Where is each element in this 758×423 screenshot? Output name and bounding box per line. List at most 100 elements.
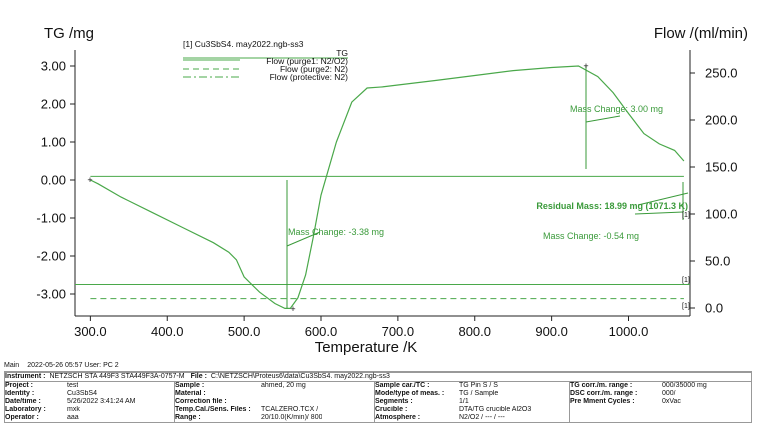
series-layer — [75, 65, 690, 309]
legend: [1] Cu3SbS4. may2022.ngb-ss3 TG Flow (pu… — [183, 39, 348, 82]
right-tick-label: 150.0 — [705, 160, 738, 175]
curve-tag-purge2: [1] — [682, 303, 690, 310]
info-row: Segments : 1/1 — [375, 398, 569, 406]
axes — [74, 50, 691, 317]
info-row: Material : — [175, 390, 374, 398]
legend-title: [1] Cu3SbS4. may2022.ngb-ss3 — [183, 39, 304, 49]
info-row: Correction file : — [175, 398, 374, 406]
info-key: Date/time : — [5, 398, 41, 405]
info-key: Crucible : — [375, 406, 408, 413]
x-tick-label: 500.0 — [228, 324, 261, 339]
instrument-value: NETZSCH STA 449F3 STA449F3A-0757-M — [49, 373, 185, 380]
annotation-mass-change-3: Mass Change: 3.00 mg — [570, 104, 663, 114]
info-row: Operator : aaa — [5, 414, 174, 422]
info-key — [570, 414, 662, 422]
info-value: 000/35000 mg — [662, 382, 707, 389]
right-axis-label: Flow /(ml/min) — [654, 25, 748, 42]
main-label: Main — [4, 362, 20, 369]
info-grid: Project : test Identity : Cu3SbS4 Date/tim… — [4, 381, 752, 423]
left-axis-label: TG /mg — [44, 25, 94, 42]
info-col-2: Sample : ahmed, 20 mg Material : Correcti… — [175, 382, 375, 422]
series-tg — [90, 65, 685, 309]
info-key: Correction file : — [175, 398, 227, 405]
info-key: Identity : — [5, 390, 35, 397]
tick-group: 300.0 400.0 500.0 600.0 700.0 800.0 900.0 1000.… — [36, 59, 737, 340]
info-key: Mode/type of meas. : — [375, 390, 445, 397]
legend-label-tg: TG — [336, 48, 348, 58]
info-key: Project : — [5, 382, 34, 389]
marker-peak: + — [583, 61, 588, 71]
left-tick-label: 1.00 — [41, 135, 66, 150]
info-key: Pre Mment Cycles : — [570, 398, 635, 405]
marker-min: + — [290, 304, 295, 314]
info-row: Range : 20/10.0(K/min)/ 800 — [175, 414, 374, 422]
info-key: Atmosphere : — [375, 414, 421, 421]
legend-label-protective: Flow (protective: N2) — [270, 72, 349, 82]
bracket-leader-338 — [286, 231, 321, 247]
annotation-mass-change-054: Mass Change: -0.54 mg — [543, 231, 639, 241]
marker-start: + — [87, 175, 92, 185]
info-value: Cu3SbS4 — [67, 390, 97, 397]
right-tick-label: 100.0 — [705, 207, 738, 222]
info-row: Date/time : 5/26/2022 3:41:24 AM — [5, 398, 174, 406]
info-key: Sample : — [175, 382, 205, 389]
info-row: Project : test — [5, 382, 174, 390]
info-key: Sample car./TC : — [375, 382, 430, 389]
info-key: Material : — [175, 390, 206, 397]
right-tick-label: 250.0 — [705, 66, 738, 81]
file-label: File : — [190, 373, 207, 380]
residual-leader — [637, 192, 689, 206]
info-value: 5/26/2022 3:41:24 AM — [67, 398, 136, 405]
left-tick-label: 2.00 — [41, 97, 66, 112]
left-tick-label: -3.00 — [36, 287, 66, 302]
x-tick-label: 600.0 — [305, 324, 338, 339]
curve-tag-purge1: [1] — [682, 212, 690, 219]
info-col-3: Sample car./TC : TG Pin S / S Mode/type o… — [375, 382, 570, 422]
info-value: aaa — [67, 414, 79, 421]
info-row: Sample car./TC : TG Pin S / S — [375, 382, 569, 390]
left-tick-label: -1.00 — [36, 211, 66, 226]
curve-tag-protective: [1] — [682, 277, 690, 284]
info-key: TG corr./m. range : — [570, 382, 633, 389]
info-footer: Main 2022-05-26 05:57 User: PC 2 Instrum… — [4, 362, 752, 423]
info-row: Crucible : DTA/TG crucible Al2O3 — [375, 406, 569, 414]
info-value: TCALZERO.TCX / — [261, 406, 319, 413]
info-row: Sample : ahmed, 20 mg — [175, 382, 374, 390]
info-key: Operator : — [5, 414, 39, 421]
instrument-row: Instrument : NETZSCH STA 449F3 STA449F3A… — [4, 372, 752, 381]
left-tick-label: 3.00 — [41, 59, 66, 74]
info-value: mxk — [67, 406, 80, 413]
annotation-residual-mass: Residual Mass: 18.99 mg (1071.3 K) — [536, 201, 688, 211]
left-tick-label: -2.00 — [36, 249, 66, 264]
tg-chart: TG /mg Flow /(ml/min) Temperature /K [1]… — [36, 25, 748, 356]
file-value: C:\NETZSCH\Proteus6\data\Cu3SbS4. may202… — [210, 373, 390, 380]
info-key: Temp.Cal./Sens. Files : — [175, 406, 251, 413]
info-row: Mode/type of meas. : TG / Sample — [375, 390, 569, 398]
info-key: Range : — [175, 414, 201, 421]
x-tick-label: 300.0 — [74, 324, 107, 339]
x-tick-label: 400.0 — [151, 324, 184, 339]
x-tick-label: 1000.0 — [609, 324, 649, 339]
annotation-layer: Mass Change: 3.00 mg Mass Change: -3.38 … — [87, 61, 689, 314]
info-col-4: TG corr./m. range : 000/35000 mg DSC corr… — [570, 382, 753, 422]
datetime-user: 2022-05-26 05:57 User: PC 2 — [27, 362, 119, 369]
x-tick-label: 900.0 — [535, 324, 568, 339]
bracket-leader-3 — [585, 115, 621, 123]
x-tick-label: 800.0 — [458, 324, 491, 339]
x-tick-label: 700.0 — [382, 324, 415, 339]
info-row: Pre Mment Cycles : 0xVac — [570, 398, 753, 406]
legend-label-purge2: Flow (purge2: N2) — [280, 64, 348, 74]
info-value: DTA/TG crucible Al2O3 — [459, 406, 532, 413]
legend-label-purge1: Flow (purge1: N2/O2) — [266, 56, 348, 66]
footer-main-row: Main 2022-05-26 05:57 User: PC 2 — [4, 362, 752, 372]
info-row: Atmosphere : N2/O2 / --- / --- — [375, 414, 569, 422]
info-key — [570, 406, 662, 414]
info-col-1: Project : test Identity : Cu3SbS4 Date/tim… — [5, 382, 175, 422]
info-row: Identity : Cu3SbS4 — [5, 390, 174, 398]
info-row — [570, 406, 753, 414]
info-value: TG Pin S / S — [459, 382, 498, 389]
instrument-label: Instrument : — [5, 373, 46, 380]
info-value: 0xVac — [662, 398, 681, 405]
info-row: Temp.Cal./Sens. Files : TCALZERO.TCX / — [175, 406, 374, 414]
info-key: DSC corr./m. range : — [570, 390, 638, 397]
